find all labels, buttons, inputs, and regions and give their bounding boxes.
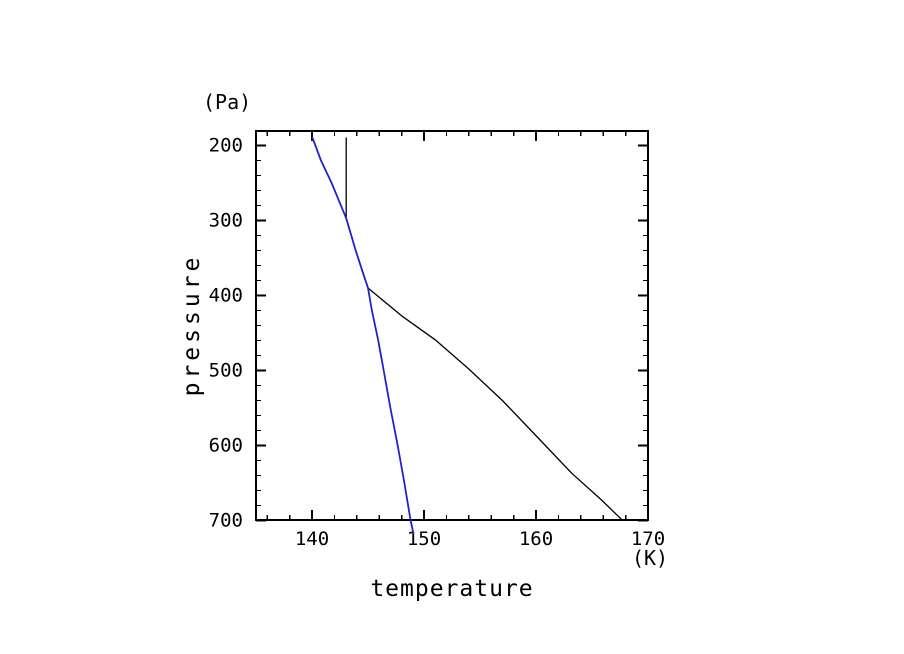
y-tick-label: 500	[209, 360, 243, 382]
y-axis-unit-label: (Pa)	[203, 90, 252, 114]
x-tick-label: 160	[519, 528, 553, 550]
y-tick-label: 300	[209, 210, 243, 232]
black-temperature-profile-curve	[345, 137, 622, 520]
x-tick-label: 150	[407, 528, 441, 550]
y-tick-label: 400	[209, 285, 243, 307]
x-tick-label: 170	[631, 528, 665, 550]
x-axis-unit-label: (K)	[631, 546, 669, 570]
y-tick-label: 200	[209, 135, 243, 157]
axis-frame	[255, 130, 649, 521]
y-tick-label: 700	[209, 510, 243, 532]
x-axis-title: temperature	[370, 576, 534, 602]
x-tick-label: 140	[295, 528, 329, 550]
blue-temperature-profile-curve	[311, 137, 415, 535]
y-tick-label: 600	[209, 435, 243, 457]
